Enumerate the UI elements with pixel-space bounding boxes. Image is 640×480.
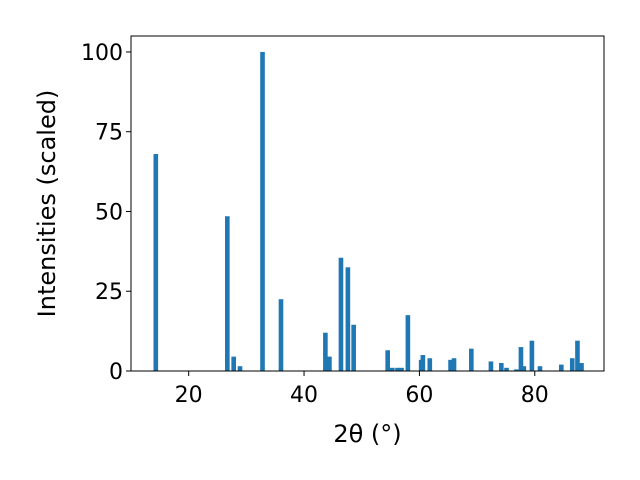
bar xyxy=(575,340,580,371)
bar xyxy=(260,51,265,371)
bar xyxy=(395,367,400,371)
bar xyxy=(237,366,243,371)
bar xyxy=(231,356,236,371)
y-axis-ticks: 0 25 50 75 100 xyxy=(81,41,131,385)
bar xyxy=(278,299,284,371)
x-tick-label: 80 xyxy=(521,383,549,408)
y-tick-label: 50 xyxy=(95,200,123,225)
y-tick-label: 25 xyxy=(95,280,123,305)
y-tick-label: 75 xyxy=(95,121,123,146)
bar xyxy=(518,347,524,371)
bar xyxy=(327,356,332,371)
bar xyxy=(338,257,344,371)
bar xyxy=(537,366,543,371)
bar xyxy=(345,267,351,371)
y-tick-label: 100 xyxy=(81,41,123,66)
y-tick-label: 0 xyxy=(109,360,123,385)
x-tick-label: 20 xyxy=(175,383,203,408)
bar xyxy=(514,369,519,371)
bar xyxy=(405,315,411,371)
bars-group xyxy=(153,51,584,371)
bar xyxy=(420,355,426,371)
bar xyxy=(390,367,395,371)
bar xyxy=(385,350,390,371)
plot-frame xyxy=(130,35,605,372)
x-axis-label: 2θ (°) xyxy=(333,420,401,448)
bar xyxy=(351,324,356,371)
bar xyxy=(153,154,159,371)
bar xyxy=(323,332,328,371)
x-tick-label: 60 xyxy=(405,383,433,408)
x-axis-ticks: 20 40 60 80 xyxy=(175,371,549,408)
bar xyxy=(504,367,509,371)
bar xyxy=(499,363,504,371)
bar xyxy=(469,348,474,371)
bar xyxy=(521,366,527,371)
bar xyxy=(559,364,564,371)
x-tick-label: 40 xyxy=(290,383,318,408)
y-axis-label: Intensities (scaled) xyxy=(33,90,61,318)
bar xyxy=(579,363,584,371)
bar xyxy=(399,367,404,371)
bar xyxy=(225,216,230,371)
bar xyxy=(488,361,494,371)
bar xyxy=(529,340,535,371)
bar xyxy=(448,359,453,371)
bar xyxy=(427,358,433,371)
bar xyxy=(569,358,575,371)
bar xyxy=(451,358,457,371)
